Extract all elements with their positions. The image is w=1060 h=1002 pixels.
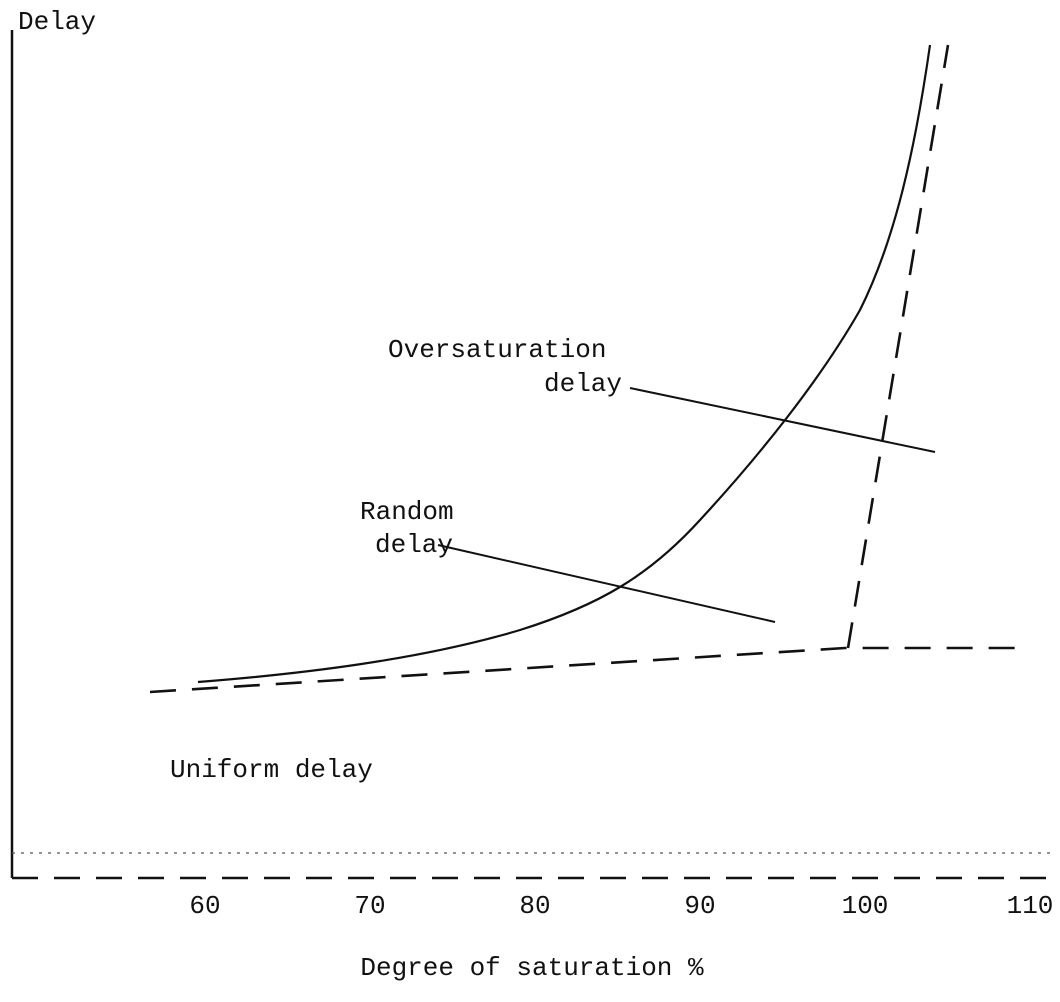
annotation: Random [360,497,454,527]
x-tick-label: 100 [842,891,889,921]
y-axis-label: Delay [18,7,96,37]
x-tick-label: 70 [354,891,385,921]
leader-line [629,387,936,453]
leader-line [437,544,776,623]
x-tick-label: 90 [684,891,715,921]
x-tick-label: 60 [189,891,220,921]
annotation: delay [544,369,622,399]
annotation: Uniform delay [170,755,373,785]
total-delay-curve [197,44,932,684]
oversaturation-line [846,44,950,649]
x-axis-label: Degree of saturation % [360,953,704,983]
x-tick-label: 80 [519,891,550,921]
annotation: Oversaturation [388,335,606,365]
annotation: delay [375,530,453,560]
x-tick-label: 110 [1007,891,1054,921]
uniform-delay-line [149,646,1030,694]
